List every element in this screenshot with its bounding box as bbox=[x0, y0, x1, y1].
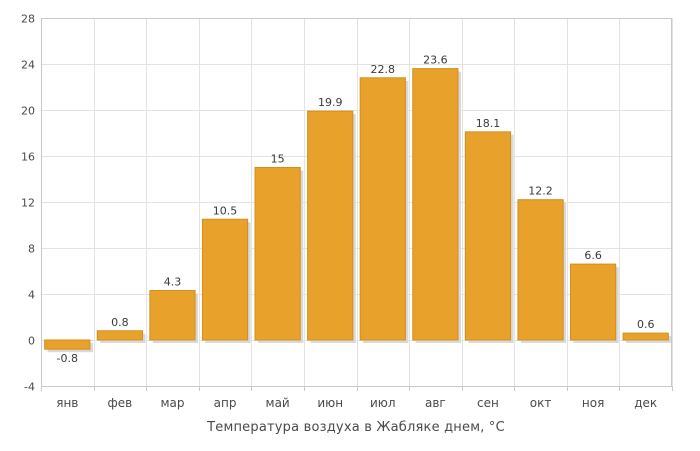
x-tick-label: ноя bbox=[582, 396, 604, 410]
label-layer: -4 0 4 8 12 16 20 24 28 -0.8 янв 0.8 фев 4.3 мар 10.5 ап… bbox=[21, 13, 657, 411]
data-label: 10.5 bbox=[213, 204, 238, 217]
x-tick-label: июл bbox=[370, 396, 396, 410]
data-label: 19.9 bbox=[318, 96, 343, 109]
x-tick-label: авг bbox=[425, 396, 446, 410]
x-tick-label: сен bbox=[477, 396, 499, 410]
data-label: -0.8 bbox=[57, 352, 78, 365]
data-label: 0.8 bbox=[111, 316, 129, 329]
data-label: 0.6 bbox=[637, 318, 655, 331]
y-tick-label: 8 bbox=[28, 243, 35, 256]
x-tick-label: июн bbox=[317, 396, 343, 410]
bar-июн bbox=[307, 110, 354, 341]
data-label: 6.6 bbox=[584, 249, 602, 262]
bar-окт bbox=[517, 199, 564, 341]
y-tick-label: 12 bbox=[21, 197, 35, 210]
bar-авг bbox=[412, 68, 459, 341]
data-label: 15 bbox=[271, 153, 285, 166]
y-tick-label: 4 bbox=[28, 289, 35, 302]
x-axis-title: Температура воздуха в Жабляке днем, °C bbox=[206, 420, 505, 435]
x-tick-label: мар bbox=[160, 396, 184, 410]
data-label: 12.2 bbox=[528, 185, 553, 198]
y-tick-label: 24 bbox=[21, 59, 35, 72]
y-tick-label: 20 bbox=[21, 105, 35, 118]
bar-янв bbox=[44, 339, 91, 350]
y-tick-label: 0 bbox=[28, 335, 35, 348]
y-tick-label: -4 bbox=[24, 381, 35, 394]
bar-май bbox=[254, 167, 301, 341]
bar-layer bbox=[44, 68, 672, 353]
bar-сен bbox=[464, 131, 512, 341]
x-tick-label: дек bbox=[634, 396, 657, 410]
data-label: 4.3 bbox=[164, 276, 182, 289]
bar-июл bbox=[359, 77, 406, 341]
data-label: 23.6 bbox=[423, 54, 448, 67]
data-label: 22.8 bbox=[371, 63, 396, 76]
frame-layer bbox=[41, 18, 673, 391]
x-tick-label: апр bbox=[214, 396, 237, 410]
x-tick-label: фев bbox=[108, 396, 133, 410]
x-tick-label: май bbox=[266, 396, 290, 410]
plot-frame bbox=[41, 18, 672, 387]
bar-мар bbox=[149, 290, 196, 341]
bar-ноя bbox=[570, 263, 617, 341]
grid-layer bbox=[41, 18, 673, 387]
x-tick-label: окт bbox=[530, 396, 552, 410]
bar-апр bbox=[201, 218, 249, 341]
y-tick-label: 16 bbox=[21, 151, 35, 164]
x-tick-label: янв bbox=[56, 396, 78, 410]
bar-дек bbox=[622, 332, 669, 341]
data-label: 18.1 bbox=[476, 117, 501, 130]
bar-фев bbox=[96, 330, 143, 341]
y-tick-label: 28 bbox=[21, 13, 35, 26]
